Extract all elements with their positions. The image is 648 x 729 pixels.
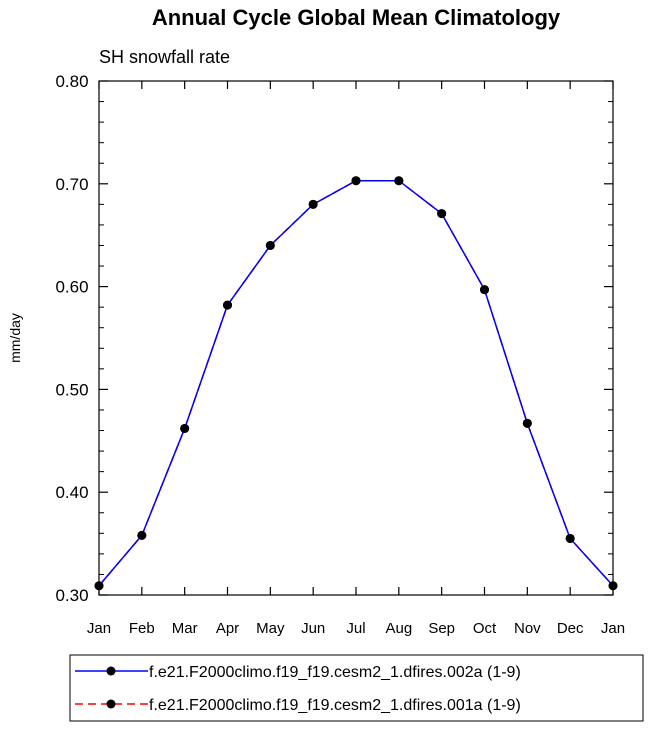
legend-marker xyxy=(106,666,116,676)
data-point xyxy=(394,176,404,186)
x-tick-label: Nov xyxy=(514,620,541,637)
y-tick-label: 0.70 xyxy=(55,175,88,194)
y-tick-label: 0.80 xyxy=(55,72,88,91)
x-tick-label: May xyxy=(256,620,285,637)
x-tick-labels: Jan Feb Mar Apr May Jun Jul Aug Sep Oct Nov Dec Jan xyxy=(87,620,625,637)
plot-frame xyxy=(98,80,614,596)
data-point xyxy=(437,209,447,219)
x-tick-label: Oct xyxy=(473,620,497,637)
x-tick-label: Sep xyxy=(428,620,455,637)
axis-ticks xyxy=(98,80,614,596)
data-point xyxy=(351,176,361,186)
y-tick-label: 0.30 xyxy=(55,586,88,605)
y-axis-label: mm/day xyxy=(7,313,23,363)
data-point xyxy=(308,199,318,209)
legend-label: f.e21.F2000climo.f19_f19.cesm2_1.dfires.… xyxy=(149,697,521,714)
data-point xyxy=(180,423,190,433)
x-tick-label: Dec xyxy=(557,620,584,637)
x-tick-label: Jan xyxy=(87,620,111,637)
series-line xyxy=(98,179,614,587)
legend-label: f.e21.F2000climo.f19_f19.cesm2_1.dfires.… xyxy=(149,664,521,681)
data-point xyxy=(223,300,232,310)
x-tick-label: Feb xyxy=(129,620,155,637)
legend-box xyxy=(69,654,644,722)
x-tick-label: Apr xyxy=(216,620,239,637)
x-tick-label: Jan xyxy=(601,620,625,637)
y-tick-label: 0.50 xyxy=(55,380,88,399)
legend-marker xyxy=(106,699,116,709)
x-tick-label: Mar xyxy=(172,620,198,637)
x-tick-label: Aug xyxy=(385,620,412,637)
data-point xyxy=(137,530,147,540)
data-point xyxy=(522,418,532,428)
data-point xyxy=(565,533,575,543)
x-tick-label: Jun xyxy=(301,620,325,637)
chart-subtitle: SH snowfall rate xyxy=(99,47,230,67)
chart-title: Annual Cycle Global Mean Climatology xyxy=(152,5,561,30)
legend: f.e21.F2000climo.f19_f19.cesm2_1.dfires.… xyxy=(75,664,521,714)
series-layer xyxy=(94,176,618,591)
x-tick-label: Jul xyxy=(346,620,365,637)
data-point xyxy=(480,285,489,295)
y-tick-label: 0.60 xyxy=(55,278,88,297)
y-tick-labels: 0.30 0.40 0.50 0.60 0.70 0.80 xyxy=(55,72,88,605)
data-point xyxy=(608,581,618,591)
series-line xyxy=(98,179,614,587)
y-tick-label: 0.40 xyxy=(55,483,88,502)
data-point xyxy=(265,240,275,250)
data-point xyxy=(94,581,104,591)
